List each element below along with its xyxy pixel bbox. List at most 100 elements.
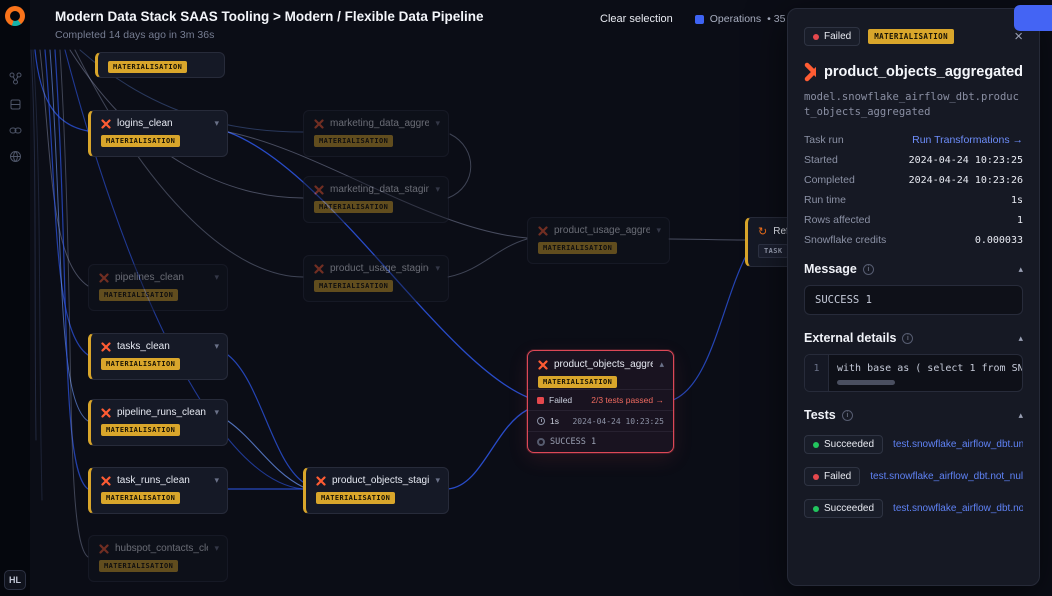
dag-node-pipeline-runs-clean[interactable]: pipeline_runs_clean ▾ MATERIALISATION — [88, 399, 228, 446]
run-summary: Completed 14 days ago in 3m 36s — [55, 29, 215, 41]
chevron-up-icon[interactable]: ▴ — [659, 359, 664, 369]
message-section-header[interactable]: Message i ▴ — [804, 262, 1023, 277]
dbt-icon — [314, 263, 324, 274]
dag-node-product-usage-staging[interactable]: product_usage_staging ▾ MATERIALISATION — [303, 255, 449, 302]
close-icon[interactable]: × — [1014, 28, 1023, 45]
dag-node-partial[interactable]: MATERIALISATION — [95, 52, 225, 78]
materialisation-badge: MATERIALISATION — [101, 135, 181, 147]
materialisation-badge: MATERIALISATION — [316, 492, 396, 504]
message-code-block: SUCCESS 1 — [804, 285, 1023, 316]
test-status-badge: Succeeded — [804, 435, 884, 455]
field-list: Task run Run Transformations → Started 2… — [804, 134, 1023, 246]
page-title: Modern Data Stack SAAS Tooling > Modern … — [55, 9, 484, 24]
chevron-down-icon[interactable]: ▾ — [214, 272, 219, 282]
dbt-icon — [101, 475, 111, 486]
field-row-run-time: Run time 1s — [804, 194, 1023, 207]
chevron-down-icon[interactable]: ▾ — [435, 118, 440, 128]
field-row-rows-affected: Rows affected 1 — [804, 214, 1023, 227]
dbt-icon — [314, 184, 324, 195]
node-label: task_runs_clean — [117, 475, 190, 486]
sidebar: HL — [0, 0, 30, 596]
node-label: Refre — [773, 226, 798, 237]
dbt-icon — [99, 543, 109, 554]
app-logo-icon[interactable] — [5, 6, 25, 26]
field-row-started: Started 2024-04-24 10:23:25 — [804, 154, 1023, 167]
chevron-down-icon[interactable]: ▾ — [214, 118, 219, 128]
integrations-icon[interactable] — [9, 98, 22, 111]
chevron-down-icon[interactable]: ▾ — [214, 407, 219, 417]
tests-section-header[interactable]: Tests i ▴ — [804, 408, 1023, 423]
materialisation-badge: MATERIALISATION — [108, 61, 188, 73]
globe-icon[interactable] — [9, 150, 22, 163]
materialisation-badge: MATERIALISATION — [538, 376, 618, 388]
horizontal-scrollbar[interactable] — [837, 380, 895, 386]
dag-node-product-objects-aggregated[interactable]: product_objects_aggregated ▴ MATERIALISA… — [527, 350, 674, 453]
test-link[interactable]: test.snowflake_airflow_dbt.unique_pro — [893, 439, 1023, 451]
link-icon[interactable] — [9, 124, 22, 137]
chevron-down-icon[interactable]: ▾ — [214, 475, 219, 485]
node-label: tasks_clean — [117, 341, 170, 352]
info-icon: i — [862, 263, 874, 275]
primary-action-button[interactable] — [1014, 5, 1052, 31]
status-badge: Failed — [804, 27, 861, 46]
dag-node-pipelines-clean[interactable]: pipelines_clean ▾ MATERIALISATION — [88, 264, 228, 311]
materialisation-badge: MATERIALISATION — [99, 289, 179, 301]
chevron-down-icon[interactable]: ▾ — [435, 475, 440, 485]
dag-node-product-usage-aggregated[interactable]: product_usage_aggregated ▾ MATERIALISATI… — [527, 217, 670, 264]
operations-legend-icon — [694, 14, 704, 24]
chevron-down-icon[interactable]: ▾ — [214, 341, 219, 351]
clear-selection-button[interactable]: Clear selection — [600, 13, 673, 25]
node-label: product_usage_aggregated — [554, 225, 651, 236]
node-label: product_objects_staging — [332, 475, 430, 486]
dbt-icon — [101, 118, 111, 129]
chevron-down-icon[interactable]: ▾ — [435, 184, 440, 194]
materialisation-badge: MATERIALISATION — [314, 280, 394, 292]
dag-node-marketing-data-aggregated[interactable]: marketing_data_aggregated ▾ MATERIALISAT… — [303, 110, 449, 157]
pipelines-icon[interactable] — [9, 72, 22, 85]
test-row: Succeeded test.snowflake_airflow_dbt.not… — [804, 499, 1023, 519]
node-label: product_objects_aggregated — [554, 359, 654, 370]
legend-operations[interactable]: Operations • 35 — [694, 13, 785, 25]
run-transformations-link[interactable]: Run Transformations → — [912, 134, 1023, 147]
node-runtime-row: 1s 2024-04-24 10:23:25 — [528, 410, 673, 431]
collapse-icon[interactable]: ▴ — [1018, 263, 1023, 274]
info-icon: i — [902, 332, 914, 344]
collapse-icon[interactable]: ▴ — [1018, 332, 1023, 343]
dbt-icon — [538, 359, 548, 370]
chevron-down-icon[interactable]: ▾ — [656, 225, 661, 235]
test-link[interactable]: test.snowflake_airflow_dbt.not_null_pr — [893, 503, 1023, 515]
user-avatar[interactable]: HL — [4, 570, 26, 590]
chevron-down-icon[interactable]: ▾ — [214, 543, 219, 553]
external-code-block: 1 with base as ( select 1 from SNOWFLAKE — [804, 354, 1023, 393]
node-status-row: Failed 2/3 tests passed → — [528, 389, 673, 410]
dag-node-tasks-clean[interactable]: tasks_clean ▾ MATERIALISATION — [88, 333, 228, 380]
external-details-section-header[interactable]: External details i ▴ — [804, 331, 1023, 346]
node-label: logins_clean — [117, 118, 173, 129]
test-row: Failed test.snowflake_airflow_dbt.not_nu… — [804, 467, 1023, 487]
materialisation-badge: MATERIALISATION — [101, 492, 181, 504]
dag-node-product-objects-staging[interactable]: product_objects_staging ▾ MATERIALISATIO… — [303, 467, 449, 514]
collapse-icon[interactable]: ▴ — [1018, 409, 1023, 420]
materialisation-badge: MATERIALISATION — [314, 135, 394, 147]
materialisation-badge: MATERIALISATION — [538, 242, 618, 254]
dag-node-hubspot-contacts-clean[interactable]: hubspot_contacts_clean ▾ MATERIALISATION — [88, 535, 228, 582]
materialisation-badge: MATERIALISATION — [868, 29, 954, 44]
dag-node-task-runs-clean[interactable]: task_runs_clean ▾ MATERIALISATION — [88, 467, 228, 514]
materialisation-badge: MATERIALISATION — [101, 358, 181, 370]
chevron-down-icon[interactable]: ▾ — [435, 263, 440, 273]
field-row-snowflake-credits: Snowflake credits 0.000033 — [804, 234, 1023, 247]
panel-title: product_objects_aggregated — [823, 64, 1023, 80]
node-label: marketing_data_staging — [330, 184, 430, 195]
test-link[interactable]: test.snowflake_airflow_dbt.not_null_pr — [870, 471, 1023, 483]
node-timestamp: 2024-04-24 10:23:25 — [572, 416, 664, 426]
tests-summary-link[interactable]: 2/3 tests passed → — [591, 395, 664, 405]
dag-node-logins-clean[interactable]: logins_clean ▾ MATERIALISATION — [88, 110, 228, 157]
test-row: Succeeded test.snowflake_airflow_dbt.uni… — [804, 435, 1023, 455]
refresh-icon: ↻ — [758, 226, 768, 238]
task-badge: TASK — [758, 244, 789, 258]
test-status-badge: Failed — [804, 467, 861, 487]
dag-node-marketing-data-staging[interactable]: marketing_data_staging ▾ MATERIALISATION — [303, 176, 449, 223]
materialisation-badge: MATERIALISATION — [99, 560, 179, 572]
dbt-icon — [99, 272, 109, 283]
